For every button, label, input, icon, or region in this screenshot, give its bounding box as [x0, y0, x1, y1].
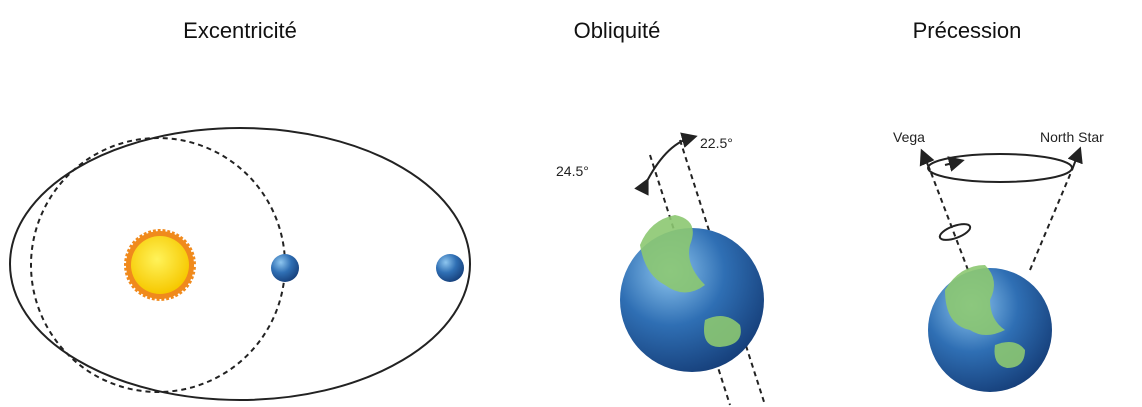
panel-title: Précession — [913, 18, 1022, 43]
star-label: Vega — [893, 129, 925, 145]
eccentricity-panel — [10, 128, 470, 400]
earth — [271, 254, 299, 282]
spin-arrow — [938, 221, 972, 243]
diagram: Excentricité Obliquité Précession 24.5° … — [0, 0, 1142, 407]
obliquity-panel: 24.5° 22.5° — [556, 135, 765, 405]
panel-title: Excentricité — [183, 18, 297, 43]
axis — [930, 170, 968, 270]
precession-circle — [928, 154, 1072, 182]
panel-title: Obliquité — [574, 18, 661, 43]
earth — [436, 254, 464, 282]
angle-label: 22.5° — [700, 135, 733, 151]
star-label: North Star — [1040, 129, 1104, 145]
sun — [131, 236, 189, 294]
axis — [1030, 170, 1072, 270]
angle-arrow — [645, 138, 690, 185]
precession-panel: Vega North Star — [893, 129, 1104, 392]
angle-label: 24.5° — [556, 163, 589, 179]
